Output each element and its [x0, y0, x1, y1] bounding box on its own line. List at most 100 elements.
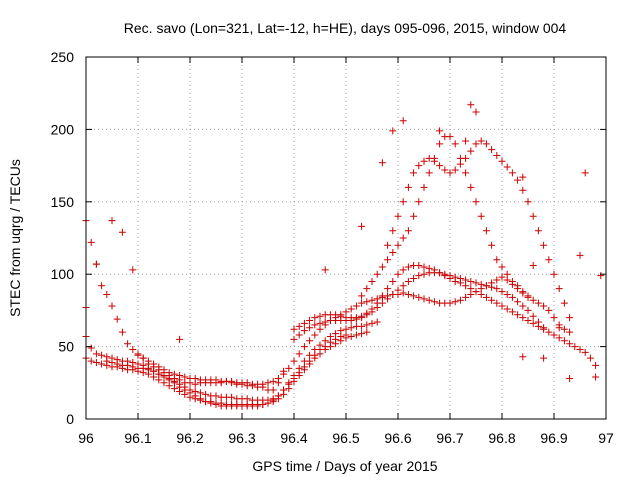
data-point-arc-5 — [295, 350, 303, 358]
data-point-arc-6 — [498, 302, 506, 310]
data-point-outliers — [92, 260, 100, 268]
data-point-arc-1 — [124, 340, 132, 348]
data-point-outliers — [472, 108, 480, 116]
data-point-arc-4 — [176, 383, 184, 391]
data-point-arc-6 — [378, 292, 386, 300]
data-point-arc-5 — [430, 298, 438, 306]
data-point-arc-5 — [498, 273, 506, 281]
data-point-arc-8 — [524, 292, 532, 300]
data-point-arc-2 — [228, 393, 236, 401]
data-point-arc-7 — [290, 335, 298, 343]
data-point-arc-2 — [202, 390, 210, 398]
data-point-arc-7 — [519, 302, 527, 310]
data-point-arc-4 — [113, 360, 121, 368]
data-point-arc-6 — [524, 317, 532, 325]
data-point-arc-8 — [358, 292, 366, 300]
data-point-arc-7 — [472, 279, 480, 287]
data-point-arc-1 — [103, 290, 111, 298]
y-tick-label: 50 — [58, 339, 74, 355]
data-point-arc-8 — [415, 198, 423, 206]
data-point-arc-8 — [394, 241, 402, 249]
data-point-arc-6 — [592, 361, 600, 369]
data-point-arc-6 — [550, 331, 558, 339]
data-point-arc-6 — [503, 305, 511, 313]
x-tick-label: 96.6 — [384, 430, 411, 446]
data-point-outliers — [581, 169, 589, 177]
data-point-arc-6 — [576, 345, 584, 353]
data-point-arc-9 — [472, 140, 480, 148]
data-point-outliers — [118, 228, 126, 236]
data-point-arc-7 — [441, 270, 449, 278]
data-point-arc-7 — [493, 285, 501, 293]
data-point-arc-4 — [280, 386, 288, 394]
data-point-outliers — [555, 324, 563, 332]
data-point-arc-6 — [389, 277, 397, 285]
data-point-arc-9 — [451, 166, 459, 174]
data-point-arc-6 — [415, 262, 423, 270]
data-point-arc-9 — [477, 137, 485, 145]
data-point-arc-5 — [347, 305, 355, 313]
data-point-arc-5 — [243, 379, 251, 387]
data-point-outliers — [519, 173, 527, 181]
data-point-outliers — [436, 127, 444, 135]
data-point-arc-8 — [560, 325, 568, 333]
data-point-arc-7 — [508, 293, 516, 301]
data-point-arc-6 — [581, 348, 589, 356]
x-tick-label: 96.4 — [280, 430, 307, 446]
data-point-arc-9 — [404, 183, 412, 191]
data-point-arc-3 — [337, 337, 345, 345]
data-point-arc-9 — [420, 157, 428, 165]
data-point-arc-7 — [436, 269, 444, 277]
data-point-arc-4 — [285, 379, 293, 387]
data-point-arc-6 — [399, 266, 407, 274]
data-point-arc-5 — [150, 360, 158, 368]
data-point-arc-7 — [488, 283, 496, 291]
data-point-arc-6 — [566, 340, 574, 348]
data-point-arc-6 — [394, 270, 402, 278]
data-point-arc-9 — [482, 140, 490, 148]
data-point-arc-4 — [170, 379, 178, 387]
y-tick-label: 200 — [51, 121, 75, 137]
data-point-arc-5 — [212, 376, 220, 384]
x-tick-label: 96.1 — [124, 430, 151, 446]
data-point-arc-9 — [389, 227, 397, 235]
data-point-arc-9 — [462, 154, 470, 162]
data-point-arc-9 — [560, 299, 568, 307]
data-point-arc-7 — [498, 288, 506, 296]
data-point-outliers — [519, 353, 527, 361]
data-point-arc-5 — [358, 299, 366, 307]
x-tick-label: 96.8 — [488, 430, 515, 446]
data-point-arc-9 — [524, 198, 532, 206]
data-point-arc-8 — [540, 302, 548, 310]
data-point-arc-5 — [462, 293, 470, 301]
x-axis-label: GPS time / Days of year 2015 — [252, 458, 437, 474]
data-point-arc-9 — [436, 162, 444, 170]
data-point-arc-9 — [498, 157, 506, 165]
x-tick-label: 96.7 — [436, 430, 463, 446]
data-point-arc-4 — [254, 402, 262, 410]
data-point-arc-8 — [420, 183, 428, 191]
data-point-arc-9 — [540, 241, 548, 249]
data-point-arc-8 — [534, 299, 542, 307]
data-point-arc-1 — [98, 282, 106, 290]
data-point-arc-7 — [384, 295, 392, 303]
data-point-arc-4 — [202, 398, 210, 406]
data-point-arc-8 — [519, 288, 527, 296]
data-point-outliers — [378, 159, 386, 167]
data-point-arc-2 — [92, 350, 100, 358]
data-point-arc-6 — [306, 317, 314, 325]
data-point-arc-9 — [519, 186, 527, 194]
data-point-arc-8 — [488, 241, 496, 249]
data-point-outliers — [467, 101, 475, 109]
data-point-outliers — [592, 373, 600, 381]
data-point-arc-9 — [430, 157, 438, 165]
data-point-arc-9 — [493, 151, 501, 159]
data-point-arc-6 — [555, 334, 563, 342]
data-point-outliers — [576, 251, 584, 259]
data-point-arc-3 — [347, 332, 355, 340]
data-point-arc-4 — [321, 337, 329, 345]
data-point-arc-7 — [295, 331, 303, 339]
data-point-arc-7 — [420, 270, 428, 278]
data-point-outliers — [358, 222, 366, 230]
data-point-arc-6 — [300, 319, 308, 327]
